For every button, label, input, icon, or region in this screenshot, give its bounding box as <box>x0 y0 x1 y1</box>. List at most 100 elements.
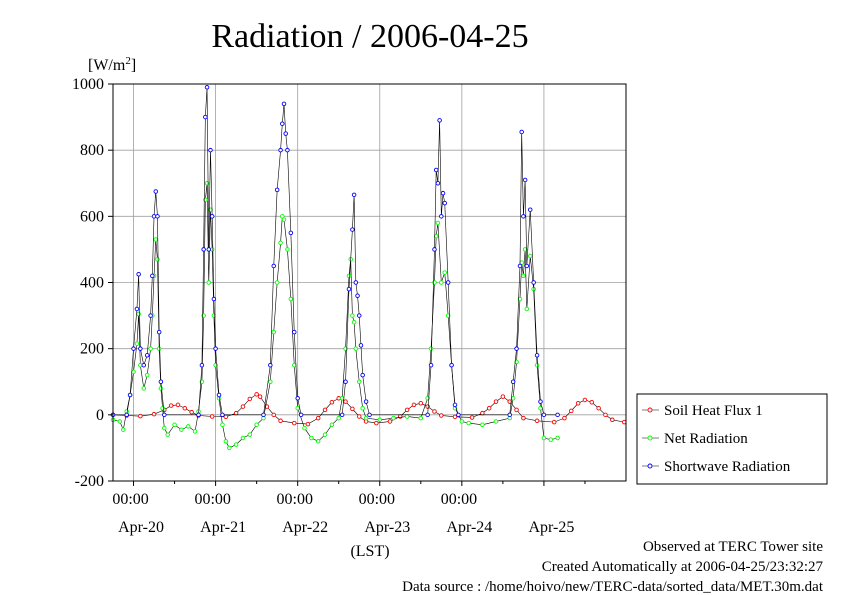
data-point <box>555 435 560 441</box>
data-point <box>233 410 239 416</box>
data-point <box>514 407 519 413</box>
data-point <box>527 207 533 212</box>
data-point <box>480 422 485 428</box>
data-point <box>278 240 283 246</box>
data-point <box>377 417 383 423</box>
data-point <box>209 414 215 419</box>
data-point <box>514 359 519 365</box>
data-point <box>192 429 198 434</box>
data-point <box>555 412 560 418</box>
data-point <box>172 422 177 428</box>
data-point <box>216 392 222 398</box>
series-layer <box>110 85 627 451</box>
data-point <box>358 343 364 348</box>
data-point <box>480 410 485 416</box>
data-point <box>285 147 290 153</box>
data-point <box>575 401 581 406</box>
data-point <box>437 118 442 123</box>
data-point <box>302 425 307 431</box>
data-point <box>329 400 335 405</box>
data-point <box>339 412 345 418</box>
data-point <box>322 432 328 437</box>
data-point <box>278 418 283 424</box>
series-net-radiation <box>110 180 560 451</box>
data-point <box>240 435 246 441</box>
data-point <box>189 409 194 415</box>
data-point <box>309 435 314 441</box>
footer-created: Created Automatically at 2006-04-25/23:3… <box>542 559 824 575</box>
data-point <box>150 273 155 279</box>
data-point <box>144 372 150 378</box>
data-point <box>548 437 554 442</box>
data-point <box>521 273 526 279</box>
data-point <box>522 177 528 183</box>
data-point <box>351 319 357 325</box>
data-point <box>445 280 451 285</box>
data-point <box>432 247 437 252</box>
y-tick-label: 600 <box>80 208 104 225</box>
data-point <box>148 313 153 318</box>
data-point <box>131 369 136 375</box>
data-point <box>155 214 160 219</box>
data-point <box>350 313 355 318</box>
legend-label: Soil Heat Flux 1 <box>664 403 763 419</box>
data-point <box>158 379 164 385</box>
x-date-label: Apr-25 <box>528 519 574 536</box>
data-point <box>153 237 158 242</box>
data-point <box>534 353 540 358</box>
data-point <box>456 412 461 418</box>
data-point <box>211 313 217 318</box>
data-point <box>156 329 162 335</box>
data-point <box>204 85 210 90</box>
data-point <box>353 346 359 351</box>
data-point <box>199 362 205 368</box>
data-point <box>524 306 530 312</box>
data-point <box>452 414 458 420</box>
data-point <box>425 412 430 418</box>
data-point <box>162 412 167 418</box>
y-unit-prefix: [W/m <box>88 57 126 74</box>
data-point <box>350 406 355 412</box>
data-point <box>339 396 345 401</box>
data-point <box>538 399 543 404</box>
legend-label: Shortwave Radiation <box>664 459 791 475</box>
data-point <box>292 362 297 368</box>
data-point <box>247 432 253 437</box>
data-point <box>519 129 524 135</box>
data-point <box>261 412 266 418</box>
data-point <box>156 346 162 351</box>
data-point <box>153 189 158 194</box>
data-point <box>124 412 129 418</box>
data-point <box>127 392 133 398</box>
legend-marker <box>647 435 653 441</box>
data-point <box>603 412 608 418</box>
data-point <box>182 405 188 411</box>
data-point <box>213 346 218 351</box>
data-point <box>292 420 297 426</box>
data-point <box>534 362 540 368</box>
series-line <box>113 87 558 416</box>
data-point <box>223 439 229 444</box>
data-point <box>610 417 615 423</box>
data-point <box>240 404 246 409</box>
data-point <box>151 411 157 417</box>
data-point <box>510 379 516 385</box>
data-point <box>288 296 294 302</box>
data-point <box>271 329 276 335</box>
y-tick-label: 800 <box>80 142 104 159</box>
data-point <box>363 415 369 421</box>
series-shortwave-radiation <box>110 85 560 418</box>
data-point <box>274 280 280 285</box>
data-point <box>162 425 167 431</box>
data-point <box>158 386 164 391</box>
data-point <box>541 412 547 418</box>
data-point <box>280 121 285 126</box>
data-point <box>336 415 341 421</box>
data-point <box>428 362 434 368</box>
x-time-label: 00:00 <box>441 491 477 508</box>
legend-box <box>636 393 828 485</box>
data-point <box>144 353 150 358</box>
data-point <box>439 413 444 418</box>
data-point <box>356 313 362 318</box>
